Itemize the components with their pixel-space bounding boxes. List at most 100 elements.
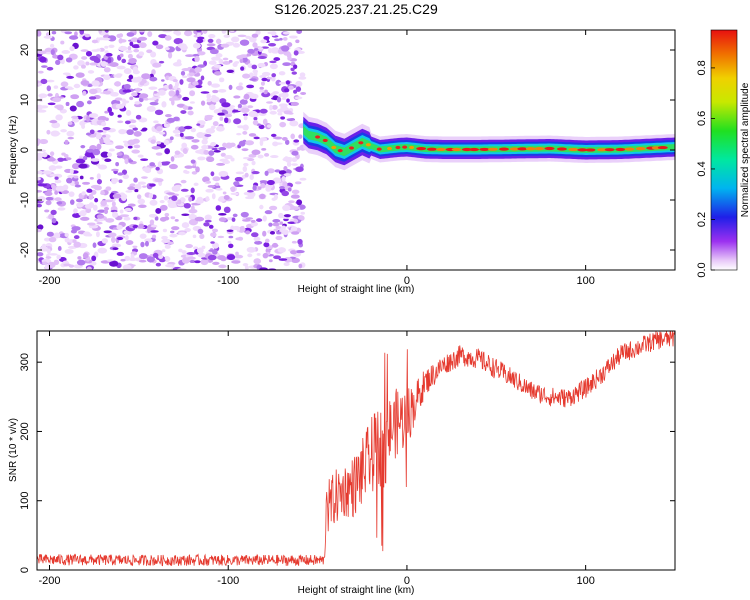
noise-cell <box>101 121 107 127</box>
noise-cell <box>56 254 62 260</box>
noise-cell <box>258 124 265 130</box>
noise-cell <box>126 32 135 37</box>
noise-cell <box>273 142 283 145</box>
noise-cell <box>280 105 288 111</box>
noise-cell <box>182 105 189 110</box>
noise-cell <box>153 91 158 94</box>
snr-xtick-label: -100 <box>217 575 239 587</box>
noise-cell <box>226 69 235 73</box>
noise-cell <box>152 234 157 239</box>
noise-cell <box>210 241 215 244</box>
noise-cell <box>60 40 65 45</box>
noise-cell <box>260 182 266 189</box>
noise-cell <box>122 140 129 144</box>
noise-cell <box>194 260 201 264</box>
noise-cell <box>272 222 280 227</box>
noise-cell <box>212 176 221 182</box>
noise-cell <box>245 217 254 220</box>
noise-cell <box>173 154 179 158</box>
noise-cell <box>68 264 75 268</box>
noise-cell <box>146 49 153 54</box>
noise-cell <box>149 86 155 90</box>
noise-cell <box>207 38 214 43</box>
noise-cell <box>270 133 277 138</box>
noise-cell <box>197 51 206 56</box>
noise-cell <box>86 100 92 105</box>
noise-cell <box>71 163 80 170</box>
noise-cell <box>37 224 44 230</box>
noise-cell <box>262 215 267 222</box>
noise-cell <box>257 47 264 50</box>
noise-cell <box>195 84 203 89</box>
noise-cell <box>157 161 163 168</box>
noise-cell <box>37 196 46 202</box>
noise-cell <box>69 168 74 174</box>
noise-cell <box>185 244 193 249</box>
noise-cell <box>50 209 57 216</box>
noise-cell <box>182 96 190 101</box>
noise-cell <box>212 89 219 94</box>
noise-cell <box>105 52 113 57</box>
noise-cell <box>277 247 287 253</box>
noise-cell <box>131 149 140 154</box>
ridge-core-cell <box>365 143 371 147</box>
noise-cell <box>218 264 227 269</box>
noise-cell <box>270 155 279 159</box>
ridge-core-cell <box>358 141 364 145</box>
noise-cell <box>269 205 278 211</box>
noise-cell <box>38 93 48 98</box>
noise-cell <box>250 219 256 223</box>
noise-cell <box>138 204 147 209</box>
noise-cell <box>159 204 168 211</box>
noise-cell <box>102 130 107 134</box>
spectrogram-ytick-label: -20 <box>19 242 31 258</box>
noise-cell <box>37 252 44 257</box>
noise-cell <box>238 140 246 147</box>
noise-cell <box>200 91 210 94</box>
noise-cell <box>116 236 124 241</box>
noise-cell <box>133 216 138 220</box>
noise-cell <box>70 94 80 100</box>
noise-cell <box>53 85 59 89</box>
noise-cell <box>168 163 178 170</box>
noise-cell <box>208 34 216 39</box>
noise-cell <box>108 232 117 238</box>
noise-cell <box>164 47 170 51</box>
noise-cell <box>281 97 287 100</box>
noise-cell <box>117 120 124 124</box>
snr-x-label: Height of straight line (km) <box>298 585 415 596</box>
noise-cell <box>46 79 55 83</box>
noise-cell <box>246 246 256 253</box>
noise-cell <box>232 42 241 48</box>
noise-cell <box>46 248 51 255</box>
noise-cell <box>86 148 95 153</box>
noise-cell <box>83 231 91 237</box>
noise-cell <box>101 37 111 41</box>
noise-cell <box>253 48 259 51</box>
noise-cell <box>156 126 163 132</box>
noise-cell <box>224 154 233 160</box>
noise-cell <box>44 209 50 213</box>
noise-cell <box>262 118 268 126</box>
noise-cell <box>293 139 300 143</box>
noise-cell <box>259 74 267 79</box>
noise-cell <box>266 76 272 80</box>
noise-cell <box>86 115 90 122</box>
noise-cell <box>37 152 44 159</box>
noise-cell <box>75 198 83 203</box>
noise-cell <box>239 58 244 64</box>
noise-cell <box>62 72 71 75</box>
noise-cell <box>278 71 286 76</box>
noise-cell <box>104 30 109 33</box>
noise-cell <box>231 36 240 43</box>
noise-cell <box>122 264 132 270</box>
noise-cell <box>212 121 219 127</box>
noise-cell <box>262 230 267 237</box>
snr-xtick-label: -200 <box>38 575 60 587</box>
noise-cell <box>44 237 51 242</box>
noise-cell <box>65 157 72 161</box>
noise-cell <box>37 177 41 181</box>
noise-cell <box>222 60 231 65</box>
noise-cell <box>266 124 272 128</box>
